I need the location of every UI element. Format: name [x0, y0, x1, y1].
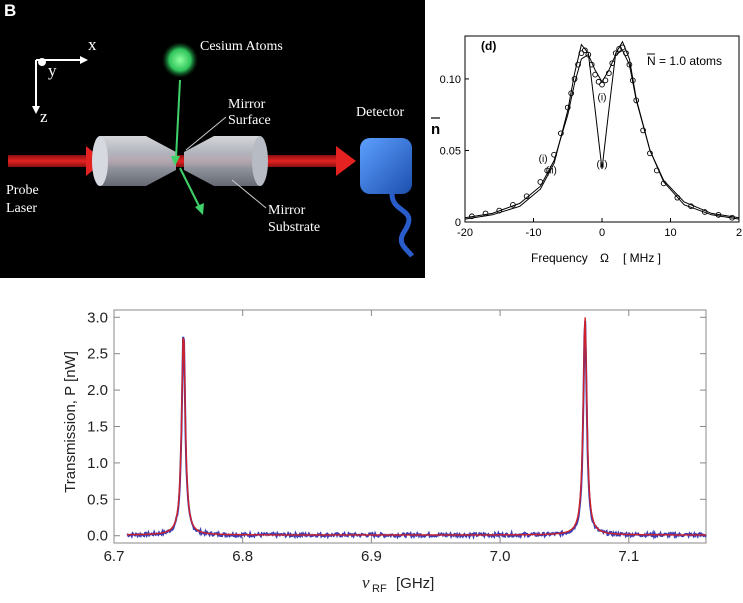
atom-trajectory-arrows [171, 79, 204, 215]
leader-mirror-substrate [231, 179, 267, 209]
bottom-ylabel: Transmission, P [nW] [62, 351, 79, 493]
photon-number-spectrum-chart: -20 -10 0 10 200.050.10(i)(ii)(i)(ii) (d) N … [425, 0, 743, 278]
leader-mirror-surface [185, 116, 227, 151]
curve-label: (i) [598, 92, 607, 103]
x-tick-label: 7.1 [618, 548, 639, 565]
data-point [640, 127, 646, 134]
data-point [582, 47, 588, 54]
label-detector: Detector [356, 105, 405, 120]
curve-label: (ii) [546, 165, 557, 176]
panel-d-annotation: N = 1.0 atoms [647, 54, 722, 68]
x-tick-label: 10 [664, 227, 676, 239]
x-tick-label: 2 [736, 227, 742, 239]
y-tick-label: 1.5 [87, 419, 108, 436]
bottom-xlabel-sub: RF [372, 583, 387, 595]
x-tick-label: -20 [457, 227, 473, 239]
y-tick-label: 2.5 [87, 346, 108, 363]
x-tick-label: 6.7 [104, 548, 125, 565]
x-tick-label: -10 [526, 227, 542, 239]
bottom-xlabel-unit: [GHz] [396, 575, 434, 592]
detector-device [360, 138, 415, 258]
axis-x-label: x [88, 35, 97, 54]
rf-transmission-chart: 6.7 6.8 6.9 7.0 7.1 0.0 0.5 1.0 1.5 2.0 2.5 3.0 Tra… [0, 290, 743, 603]
mirror-right [184, 136, 268, 186]
panel-d-xlabel-symbol: Ω [600, 251, 609, 265]
y-tick-label: 0 [455, 217, 461, 229]
y-tick-label: 0.0 [87, 528, 108, 545]
y-tick-label: 0.05 [440, 145, 461, 157]
data-point [575, 61, 581, 68]
label-mirror-substrate-1: Mirror [268, 203, 306, 218]
label-cesium-atoms: Cesium Atoms [200, 39, 283, 54]
y-tick-label: 1.0 [87, 455, 108, 472]
panel-d-xlabel-unit: [ MHz ] [623, 251, 661, 265]
curve-label: (ii) [596, 160, 607, 171]
axis-z-label: z [40, 107, 48, 126]
data-point [571, 76, 578, 82]
panel-b-letter: B [4, 1, 16, 20]
panel-d-xlabel: Frequency [531, 251, 588, 265]
x-tick-label: 6.9 [361, 548, 382, 565]
fit-trace [126, 317, 706, 536]
label-probe: Probe [6, 183, 39, 198]
cavity-illustration-panel: B x y z Cesium Atoms [0, 0, 425, 278]
label-laser: Laser [6, 201, 37, 216]
label-mirror-surface-2: Surface [228, 113, 271, 128]
curve-ii [464, 40, 740, 220]
curve-label: (i) [539, 154, 548, 165]
mirror-left [92, 136, 176, 186]
x-tick-label: 0 [599, 227, 605, 239]
label-mirror-substrate-2: Substrate [268, 220, 320, 235]
y-tick-label: 2.0 [87, 382, 108, 399]
y-tick-label: 0.10 [440, 74, 461, 86]
panel-d-ylabel: n [431, 121, 440, 138]
bottom-xlabel-symbol: ν [362, 573, 370, 592]
y-tick-label: 3.0 [87, 309, 108, 326]
axis-y-label: y [48, 61, 57, 80]
x-tick-label: 6.8 [232, 548, 253, 565]
label-mirror-surface-1: Mirror [228, 97, 266, 112]
data-point [595, 78, 602, 85]
cesium-atom-cloud [162, 42, 198, 78]
coordinate-axes: x y z [32, 35, 97, 126]
panel-d-label: (d) [481, 39, 496, 53]
y-tick-label: 0.5 [87, 491, 108, 508]
x-tick-label: 7.0 [490, 548, 511, 565]
